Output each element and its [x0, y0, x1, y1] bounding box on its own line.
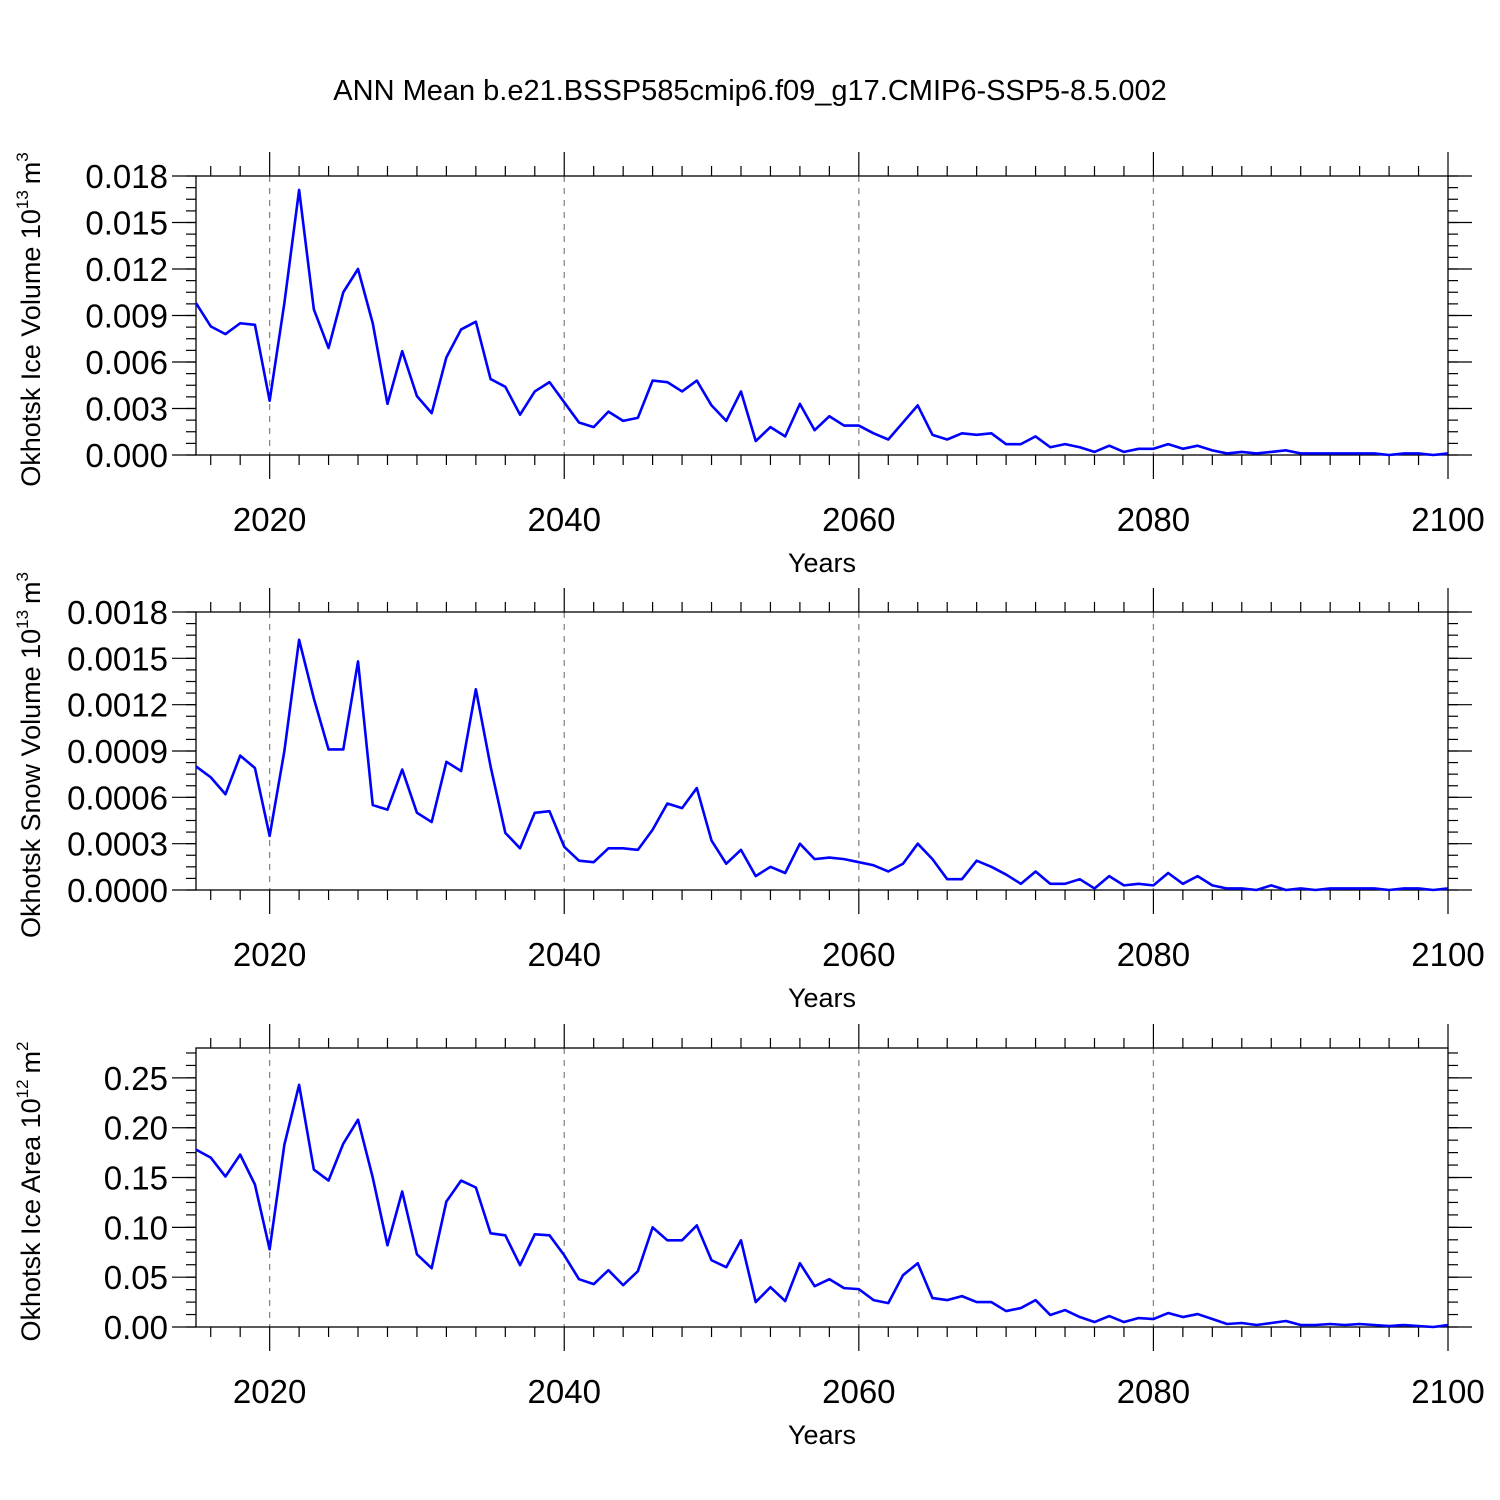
plot-frame [195, 175, 1449, 456]
y-axis-label-text: Okhotsk Ice Area 10 [16, 1098, 46, 1341]
y-axis-label-unit: m [16, 1051, 46, 1074]
y-axis-label-unit-exponent: 3 [13, 152, 32, 161]
series-line [195, 1083, 1449, 1329]
y-tick-label: 0.0012 [67, 687, 168, 724]
x-axis-label: Years [788, 983, 856, 1013]
y-tick-label: 0.0015 [67, 640, 168, 677]
x-tick-label: 2040 [528, 501, 601, 538]
x-tick-label: 2020 [233, 936, 306, 973]
panel-2: 0.0000 0.0003 0.0006 0.0009 0.0012 0.0015 0.00… [13, 572, 1485, 1013]
x-tick-label: 2040 [528, 1373, 601, 1410]
x-axis-label: Years [788, 548, 856, 578]
y-tick-label: 0.25 [104, 1060, 168, 1097]
x-tick-label: 2020 [233, 501, 306, 538]
y-axis-label-exponent: 13 [13, 190, 32, 209]
plot-frame [195, 611, 1449, 891]
y-tick-label: 0.006 [85, 344, 168, 381]
y-axis-label-unit-exponent: 3 [13, 572, 32, 581]
y-axis-label-exponent: 12 [13, 1079, 32, 1098]
panel-1: 0.000 0.003 0.006 0.009 0.012 0.015 0.018 2020 2… [13, 152, 1485, 578]
series-line [195, 638, 1449, 892]
x-tick-label: 2100 [1411, 1373, 1484, 1410]
x-tick-label: 2060 [822, 936, 895, 973]
y-tick-label: 0.15 [104, 1160, 168, 1197]
series-line [194, 188, 1449, 457]
y-tick-label: 0.00 [104, 1309, 168, 1346]
y-tick-label: 0.0000 [67, 872, 168, 909]
y-tick-label: 0.009 [85, 298, 168, 335]
x-tick-label: 2100 [1411, 936, 1484, 973]
x-tick-label: 2100 [1411, 501, 1484, 538]
y-axis-label-unit: m [16, 162, 46, 185]
x-tick-label: 2080 [1117, 936, 1190, 973]
y-tick-label: 0.05 [104, 1259, 168, 1296]
x-tick-label: 2060 [822, 501, 895, 538]
y-tick-label: 0.10 [104, 1209, 168, 1246]
y-tick-label: 0.003 [85, 391, 168, 428]
y-tick-label: 0.0018 [67, 594, 168, 631]
y-axis-label: Okhotsk Snow Volume 1013 m3 [13, 572, 46, 938]
y-tick-label: 0.0006 [67, 779, 168, 816]
y-axis-label-text: Okhotsk Snow Volume 10 [16, 629, 46, 938]
y-tick-label: 0.012 [85, 251, 168, 288]
y-tick-label: 0.0003 [67, 826, 168, 863]
x-axis-label: Years [788, 1420, 856, 1450]
y-tick-label: 0.20 [104, 1110, 168, 1147]
y-axis-label-exponent: 13 [13, 610, 32, 629]
y-tick-label: 0.000 [85, 437, 168, 474]
y-axis-label-text: Okhotsk Ice Volume 10 [16, 209, 46, 487]
y-tick-label: 0.018 [85, 158, 168, 195]
x-tick-label: 2040 [528, 936, 601, 973]
y-axis-label-unit: m [16, 581, 46, 604]
figure-title: ANN Mean b.e21.BSSP585cmip6.f09_g17.CMIP… [333, 75, 1166, 107]
y-axis-label: Okhotsk Ice Area 1012 m2 [13, 1041, 46, 1341]
y-axis-label-unit-exponent: 2 [13, 1041, 32, 1050]
panel-3: 0.00 0.05 0.10 0.15 0.20 0.25 2020 2040 2060 2080… [13, 1024, 1485, 1450]
x-tick-label: 2080 [1117, 1373, 1190, 1410]
x-tick-label: 2080 [1117, 501, 1190, 538]
x-tick-label: 2060 [822, 1373, 895, 1410]
y-axis-label: Okhotsk Ice Volume 1013 m3 [13, 152, 46, 487]
plot-frame [195, 1047, 1449, 1328]
x-tick-label: 2020 [233, 1373, 306, 1410]
y-tick-label: 0.015 [85, 205, 168, 242]
y-tick-label: 0.0009 [67, 733, 168, 770]
